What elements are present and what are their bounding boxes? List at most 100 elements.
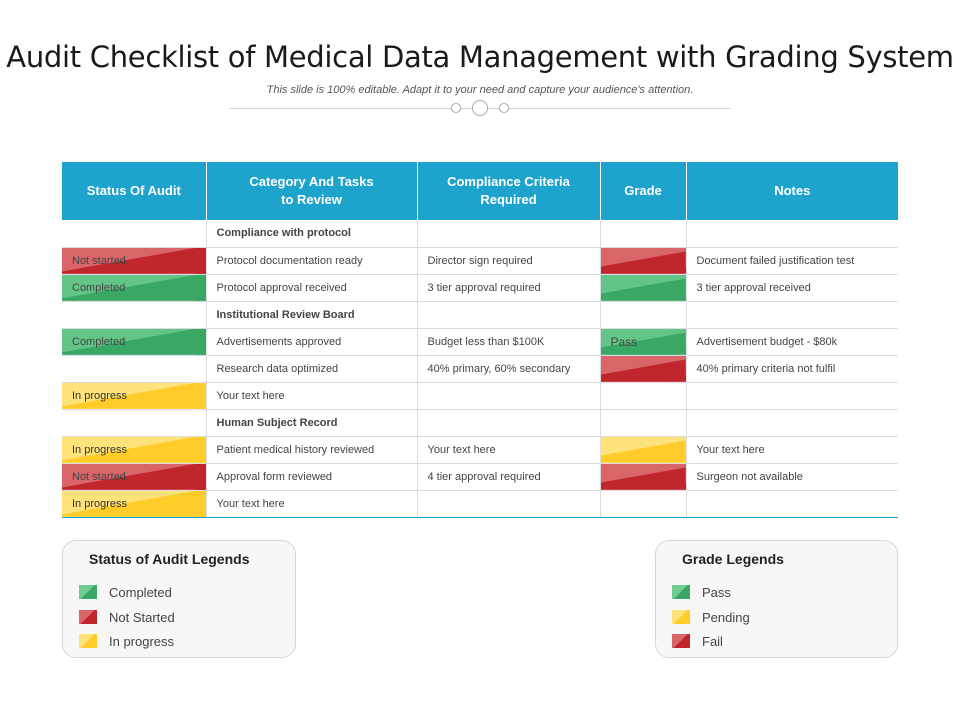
legend-label: Pass xyxy=(702,584,731,600)
criteria-cell xyxy=(417,409,601,437)
notes-cell xyxy=(686,382,898,410)
status-legend: Status of Audit Legends Completed Not St… xyxy=(62,540,296,658)
header-category: Category And Tasks to Review xyxy=(206,162,418,220)
page-subtitle: This slide is 100% editable. Adapt it to… xyxy=(266,84,694,96)
grade-legend-title: Grade Legends xyxy=(682,551,784,567)
header-criteria: Compliance Criteria Required xyxy=(417,162,601,220)
legend-item-not-started: Not Started xyxy=(79,609,175,625)
task-cell: Protocol approval received xyxy=(206,274,418,302)
divider-circle-icon xyxy=(472,100,488,116)
grade-cell xyxy=(600,409,687,437)
task-cell: Patient medical history reviewed xyxy=(206,436,418,464)
section-row: Institutional Review Board xyxy=(62,301,898,329)
divider-dot-icon xyxy=(499,103,509,113)
status-badge: Completed xyxy=(62,328,207,356)
legend-label: Not Started xyxy=(109,609,175,625)
header-grade: Grade xyxy=(600,162,687,220)
criteria-cell: Director sign required xyxy=(417,247,601,275)
criteria-cell xyxy=(417,220,601,248)
criteria-cell: Budget less than $100K xyxy=(417,328,601,356)
criteria-cell: 3 tier approval required xyxy=(417,274,601,302)
status-cell xyxy=(62,301,207,329)
table-header-row: Status Of Audit Category And Tasks to Re… xyxy=(62,162,898,220)
red-swatch-icon xyxy=(79,610,97,624)
yellow-swatch-icon xyxy=(79,634,97,648)
legend-item-fail: Fail xyxy=(672,633,723,649)
notes-cell: 40% primary criteria not fulfil xyxy=(686,355,898,383)
status-badge: Completed xyxy=(62,274,207,302)
status-cell xyxy=(62,409,207,437)
table-row: In progress Your text here xyxy=(62,490,898,518)
table-row: Research data optimized 40% primary, 60% … xyxy=(62,355,898,383)
grade-cell xyxy=(600,301,687,329)
table-row: Not started Approval form reviewed 4 tier … xyxy=(62,463,898,491)
table-row: Completed Protocol approval received 3 tie… xyxy=(62,274,898,302)
criteria-cell xyxy=(417,490,601,518)
criteria-cell: 40% primary, 60% secondary xyxy=(417,355,601,383)
status-badge: In progress xyxy=(62,382,207,410)
grade-cell xyxy=(600,274,687,302)
header-notes: Notes xyxy=(686,162,898,220)
green-swatch-icon xyxy=(672,585,690,599)
section-title: Human Subject Record xyxy=(206,409,418,437)
audit-table: Status Of Audit Category And Tasks to Re… xyxy=(62,162,898,518)
legend-item-pending: Pending xyxy=(672,609,750,625)
notes-cell: Your text here xyxy=(686,436,898,464)
grade-legend: Grade Legends Pass Pending Fail xyxy=(655,540,898,658)
criteria-cell: Your text here xyxy=(417,436,601,464)
task-cell: Approval form reviewed xyxy=(206,463,418,491)
status-badge: Not started xyxy=(62,247,207,275)
task-cell: Your text here xyxy=(206,490,418,518)
grade-cell xyxy=(600,247,687,275)
grade-cell xyxy=(600,355,687,383)
notes-cell: Advertisement budget - $80k xyxy=(686,328,898,356)
status-badge: Not started xyxy=(62,463,207,491)
legend-item-in-progress: In progress xyxy=(79,633,174,649)
table-row: In progress Your text here xyxy=(62,382,898,410)
table-body: Compliance with protocol Not started Proto… xyxy=(62,220,898,518)
criteria-cell: 4 tier approval required xyxy=(417,463,601,491)
green-swatch-icon xyxy=(79,585,97,599)
status-badge xyxy=(62,355,207,383)
section-row: Compliance with protocol xyxy=(62,220,898,248)
section-title: Institutional Review Board xyxy=(206,301,418,329)
grade-cell xyxy=(600,436,687,464)
yellow-swatch-icon xyxy=(672,610,690,624)
criteria-cell xyxy=(417,382,601,410)
notes-cell: Surgeon not available xyxy=(686,463,898,491)
legend-label: In progress xyxy=(109,633,175,649)
legend-label: Pending xyxy=(702,609,750,625)
table-row: In progress Patient medical history revie… xyxy=(62,436,898,464)
legend-label: Completed xyxy=(109,584,172,600)
table-row: Not started Protocol documentation ready D… xyxy=(62,247,898,275)
status-badge: In progress xyxy=(62,490,207,518)
notes-cell xyxy=(686,409,898,437)
grade-cell xyxy=(600,382,687,410)
notes-cell xyxy=(686,301,898,329)
section-title: Compliance with protocol xyxy=(206,220,418,248)
criteria-cell xyxy=(417,301,601,329)
notes-cell: 3 tier approval received xyxy=(686,274,898,302)
section-row: Human Subject Record xyxy=(62,409,898,437)
status-legend-title: Status of Audit Legends xyxy=(89,551,250,567)
legend-item-completed: Completed xyxy=(79,584,172,600)
table-row: Completed Advertisements approved Budget l… xyxy=(62,328,898,356)
notes-cell xyxy=(686,490,898,518)
grade-cell: Pass xyxy=(600,328,687,356)
red-swatch-icon xyxy=(672,634,690,648)
task-cell: Advertisements approved xyxy=(206,328,418,356)
page-title: Audit Checklist of Medical Data Manageme… xyxy=(6,40,954,74)
notes-cell: Document failed justification test xyxy=(686,247,898,275)
task-cell: Research data optimized xyxy=(206,355,418,383)
header-status: Status Of Audit xyxy=(62,162,207,220)
status-cell xyxy=(62,220,207,248)
legend-item-pass: Pass xyxy=(672,584,731,600)
notes-cell xyxy=(686,220,898,248)
grade-cell xyxy=(600,490,687,518)
status-badge: In progress xyxy=(62,436,207,464)
task-cell: Protocol documentation ready xyxy=(206,247,418,275)
legend-label: Fail xyxy=(702,633,723,649)
grade-cell xyxy=(600,220,687,248)
grade-cell xyxy=(600,463,687,491)
divider-dot-icon xyxy=(451,103,461,113)
